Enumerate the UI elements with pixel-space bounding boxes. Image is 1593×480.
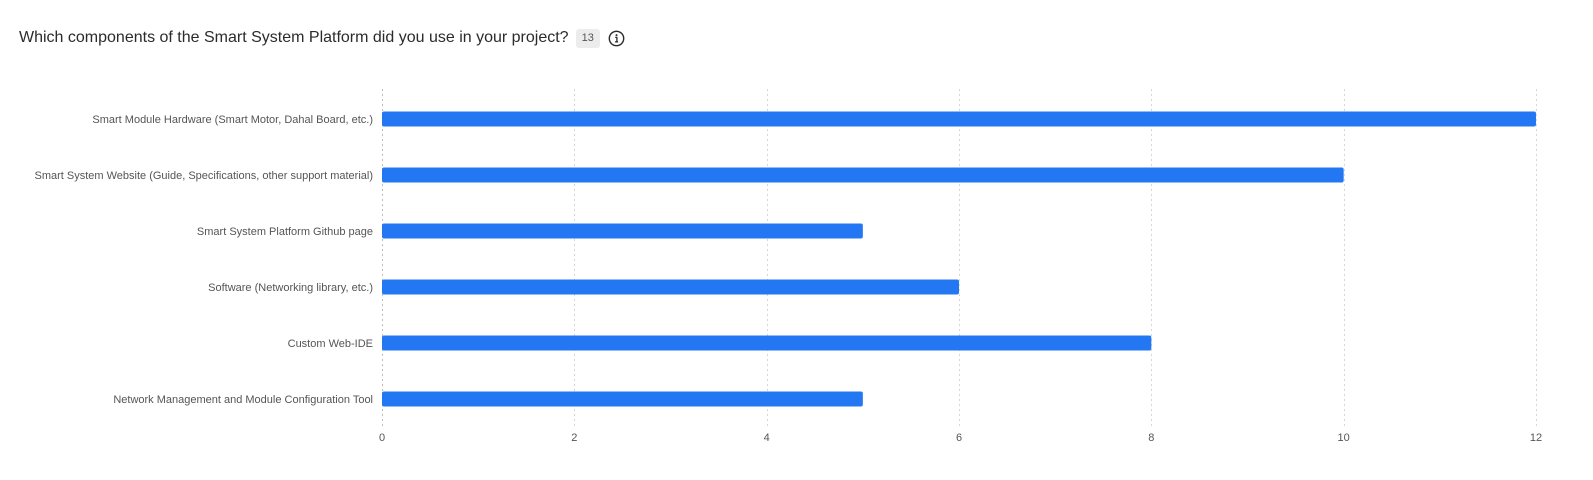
bar[interactable] [382,223,863,239]
x-tick-label: 6 [956,432,962,444]
x-tick-label: 0 [379,432,385,444]
category-label: Software (Networking library, etc.) [208,282,373,294]
category-labels: Smart Module Hardware (Smart Motor, Daha… [35,114,374,406]
response-count-badge: 13 [575,28,600,48]
category-label: Smart System Platform Github page [197,226,373,238]
category-label: Smart System Website (Guide, Specificati… [35,170,374,182]
x-tick-label: 8 [1148,432,1154,444]
x-tick-label: 12 [1530,432,1542,444]
question-title: Which components of the Smart System Pla… [19,29,569,46]
category-label: Smart Module Hardware (Smart Motor, Daha… [92,114,373,126]
x-tick-label: 4 [764,432,770,444]
bars [382,111,1536,407]
category-label: Custom Web-IDE [288,338,373,350]
chart-header: Which components of the Smart System Pla… [19,26,626,50]
category-label: Network Management and Module Configurat… [113,394,373,406]
x-axis-ticks: 0 2 4 6 8 10 12 [379,432,1542,444]
bar[interactable] [382,335,1152,351]
bar[interactable] [382,391,863,407]
x-tick-label: 10 [1338,432,1350,444]
info-circle-icon[interactable] [608,29,626,47]
bar[interactable] [382,111,1536,127]
grid-lines [382,89,1537,428]
bar[interactable] [382,167,1344,183]
x-tick-label: 2 [571,432,577,444]
bar[interactable] [382,279,959,295]
